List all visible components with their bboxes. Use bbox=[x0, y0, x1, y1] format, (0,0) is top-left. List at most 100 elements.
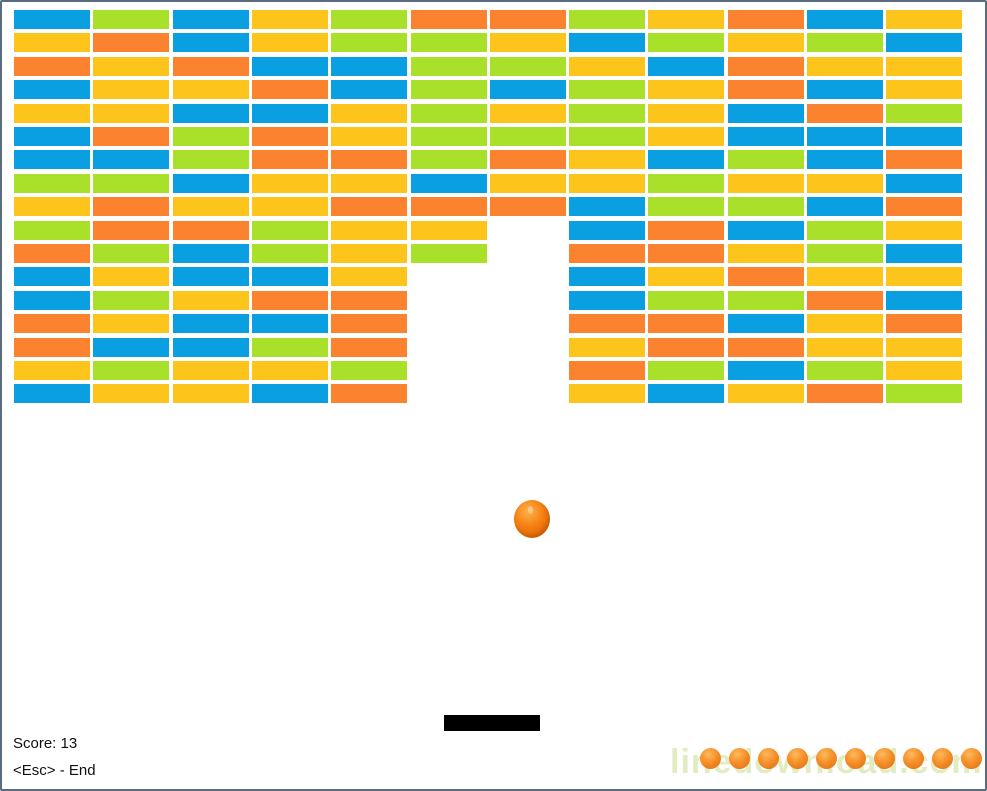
brick bbox=[252, 314, 328, 333]
brick bbox=[331, 174, 407, 193]
brick bbox=[93, 314, 169, 333]
watermark-ball-icon bbox=[787, 748, 808, 769]
brick bbox=[728, 80, 804, 99]
brick bbox=[569, 197, 645, 216]
brick bbox=[14, 127, 90, 146]
brick bbox=[648, 221, 724, 240]
brick bbox=[173, 80, 249, 99]
brick bbox=[93, 174, 169, 193]
watermark-ball-icon bbox=[729, 748, 750, 769]
brick bbox=[490, 150, 566, 169]
brick bbox=[411, 10, 487, 29]
brick bbox=[807, 104, 883, 123]
brick bbox=[807, 150, 883, 169]
brick bbox=[648, 57, 724, 76]
brick bbox=[173, 361, 249, 380]
brick bbox=[569, 104, 645, 123]
brick bbox=[648, 127, 724, 146]
brick bbox=[728, 267, 804, 286]
brick bbox=[93, 197, 169, 216]
brick bbox=[93, 80, 169, 99]
brick bbox=[490, 104, 566, 123]
brick bbox=[14, 33, 90, 52]
brick bbox=[93, 361, 169, 380]
brick bbox=[569, 10, 645, 29]
brick bbox=[490, 10, 566, 29]
brick bbox=[173, 338, 249, 357]
brick bbox=[728, 361, 804, 380]
brick bbox=[411, 174, 487, 193]
brick bbox=[331, 57, 407, 76]
brick bbox=[331, 314, 407, 333]
brick bbox=[728, 150, 804, 169]
brick bbox=[14, 104, 90, 123]
brick bbox=[93, 57, 169, 76]
brick bbox=[807, 221, 883, 240]
brick bbox=[252, 267, 328, 286]
brick bbox=[331, 291, 407, 310]
brick bbox=[14, 197, 90, 216]
brick bbox=[173, 384, 249, 403]
brick bbox=[93, 338, 169, 357]
brick bbox=[14, 361, 90, 380]
brick bbox=[173, 57, 249, 76]
brick bbox=[648, 291, 724, 310]
brick bbox=[411, 221, 487, 240]
brick bbox=[173, 291, 249, 310]
brick bbox=[807, 174, 883, 193]
brick bbox=[569, 127, 645, 146]
score-display: Score: 13 bbox=[13, 735, 78, 752]
brick bbox=[411, 197, 487, 216]
brick bbox=[569, 150, 645, 169]
brick bbox=[886, 174, 962, 193]
brick bbox=[331, 33, 407, 52]
brick bbox=[807, 57, 883, 76]
brick bbox=[252, 10, 328, 29]
brick bbox=[252, 338, 328, 357]
brick bbox=[252, 221, 328, 240]
brick bbox=[331, 127, 407, 146]
brick bbox=[331, 104, 407, 123]
brick bbox=[14, 10, 90, 29]
brick bbox=[490, 80, 566, 99]
brick bbox=[252, 80, 328, 99]
watermark-ball-icon bbox=[758, 748, 779, 769]
brick bbox=[728, 221, 804, 240]
brick bbox=[807, 80, 883, 99]
brick bbox=[807, 244, 883, 263]
brick bbox=[173, 197, 249, 216]
brick bbox=[173, 314, 249, 333]
brick bbox=[728, 244, 804, 263]
brick bbox=[93, 221, 169, 240]
brick bbox=[648, 267, 724, 286]
brick bbox=[93, 127, 169, 146]
brick bbox=[14, 174, 90, 193]
brick bbox=[93, 384, 169, 403]
brick bbox=[93, 10, 169, 29]
brick bbox=[173, 244, 249, 263]
brick bbox=[886, 384, 962, 403]
brick bbox=[252, 150, 328, 169]
brick bbox=[14, 338, 90, 357]
brick bbox=[886, 221, 962, 240]
brick bbox=[648, 384, 724, 403]
brick bbox=[807, 314, 883, 333]
brick bbox=[569, 361, 645, 380]
brick bbox=[252, 244, 328, 263]
brick bbox=[807, 361, 883, 380]
brick bbox=[252, 291, 328, 310]
brick bbox=[411, 127, 487, 146]
brick bbox=[569, 338, 645, 357]
brick bbox=[93, 267, 169, 286]
brick bbox=[886, 244, 962, 263]
brick bbox=[728, 197, 804, 216]
brick bbox=[728, 33, 804, 52]
brick bbox=[252, 384, 328, 403]
brick bbox=[93, 244, 169, 263]
brick bbox=[648, 197, 724, 216]
brick bbox=[14, 267, 90, 286]
paddle[interactable] bbox=[444, 715, 540, 731]
brick bbox=[728, 291, 804, 310]
brick bbox=[93, 150, 169, 169]
